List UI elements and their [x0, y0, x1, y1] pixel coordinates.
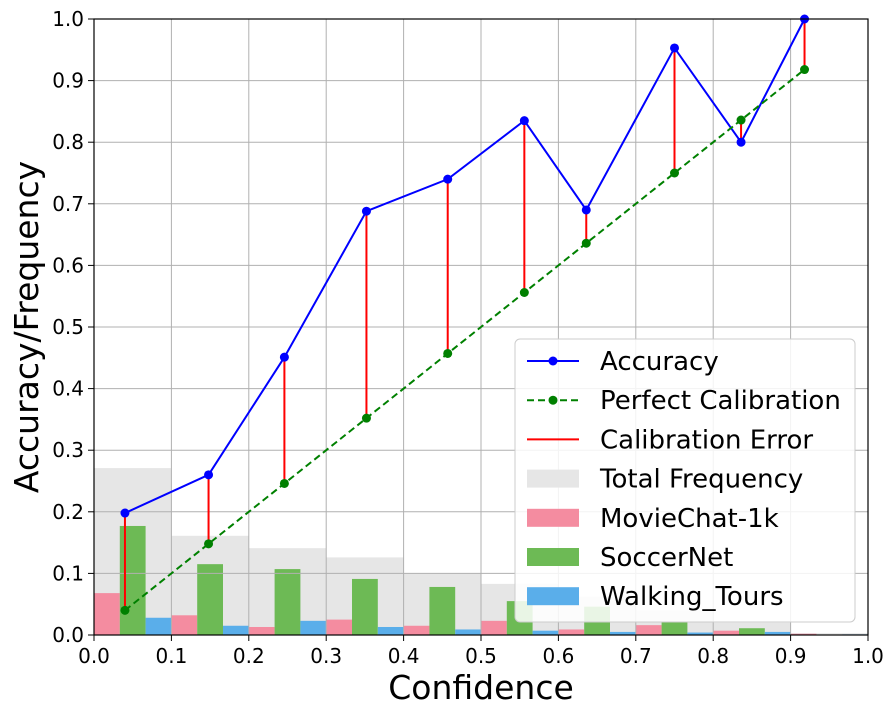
legend-swatch-soccernet — [527, 548, 579, 566]
legend-label-walking-tours: Walking_Tours — [600, 582, 784, 612]
y-tick-label-3: 0.3 — [52, 438, 84, 462]
legend-marker-accuracy — [548, 356, 558, 366]
point-accuracy-7 — [670, 43, 679, 53]
point-perfect-calibration-4 — [443, 348, 453, 358]
x-tick-label-6: 0.6 — [542, 644, 574, 668]
point-perfect-calibration-6 — [581, 238, 591, 248]
point-accuracy-2 — [279, 352, 289, 362]
y-tick-label-1: 0.1 — [52, 561, 84, 585]
calibration-error-layer — [123, 19, 806, 611]
bar-walking-tours-8 — [764, 631, 791, 635]
bar-soccernet-7 — [661, 622, 688, 635]
legend: Accuracy Perfect Calibration Calibration E… — [514, 338, 856, 623]
y-tick-label-8: 0.8 — [52, 130, 84, 154]
point-perfect-calibration-9 — [800, 65, 810, 75]
lines-layer — [124, 18, 806, 612]
legend-swatch-walking-tours — [527, 587, 579, 606]
point-accuracy-4 — [443, 174, 453, 184]
y-tick-label-6: 0.6 — [52, 253, 84, 277]
point-perfect-calibration-0 — [120, 605, 130, 615]
bar-walking-tours-1 — [223, 625, 249, 635]
point-perfect-calibration-8 — [736, 115, 746, 125]
y-tick-label-5: 0.5 — [52, 315, 84, 339]
x-tick-label-8: 0.8 — [697, 644, 729, 668]
bar-moviechat-1k-4 — [403, 625, 430, 635]
bar-walking-tours-4 — [455, 629, 481, 635]
x-tick-label-3: 0.3 — [310, 644, 342, 668]
bar-soccernet-8 — [739, 628, 765, 635]
point-perfect-calibration-1 — [204, 539, 214, 549]
y-tick-label-0: 0.0 — [52, 623, 84, 647]
bar-soccernet-2 — [274, 569, 301, 635]
bar-walking-tours-0 — [145, 617, 172, 635]
y-tick-label-10: 1.0 — [52, 7, 84, 31]
x-tick-label-2: 0.2 — [233, 644, 265, 668]
legend-label-moviechat-1k: MovieChat-1k — [600, 504, 779, 534]
legend-label-accuracy: Accuracy — [600, 347, 719, 377]
bar-soccernet-0 — [119, 525, 146, 635]
x-tick-label-10: 1.0 — [852, 644, 884, 668]
x-tick-label-9: 0.9 — [775, 644, 807, 668]
legend-label-calibration-error: Calibration Error — [600, 425, 813, 455]
y-tick-label-2: 0.2 — [52, 500, 84, 524]
point-perfect-calibration-7 — [670, 168, 679, 178]
bar-soccernet-4 — [429, 586, 456, 635]
bar-moviechat-1k-2 — [248, 626, 275, 635]
legend-swatch-moviechat-1k — [527, 508, 579, 527]
point-accuracy-5 — [519, 116, 529, 126]
point-accuracy-8 — [736, 137, 746, 147]
legend-label-perfect-calibration: Perfect Calibration — [600, 386, 841, 416]
bar-moviechat-1k-8 — [713, 630, 739, 635]
bar-walking-tours-6 — [610, 631, 636, 635]
bar-walking-tours-3 — [377, 626, 404, 635]
legend-swatch-total-frequency — [527, 469, 579, 488]
line-accuracy — [124, 18, 806, 514]
y-tick-label-4: 0.4 — [52, 377, 84, 401]
point-accuracy-6 — [581, 205, 591, 215]
bar-soccernet-1 — [197, 564, 223, 635]
bar-walking-tours-5 — [532, 630, 559, 635]
bar-moviechat-1k-3 — [326, 619, 352, 635]
x-tick-label-0: 0.0 — [78, 644, 110, 668]
bar-walking-tours-2 — [300, 620, 327, 635]
x-tick-label-4: 0.4 — [388, 644, 420, 668]
bar-moviechat-1k-1 — [171, 615, 198, 635]
legend-marker-perfect-calibration — [548, 395, 558, 405]
point-perfect-calibration-2 — [279, 478, 289, 488]
points-layer — [120, 14, 810, 615]
legend-label-soccernet: SoccerNet — [600, 543, 733, 573]
legend-box — [514, 338, 856, 623]
point-perfect-calibration-5 — [519, 288, 529, 298]
bar-walking-tours-7 — [687, 632, 714, 635]
bars-layer — [94, 468, 868, 635]
bar-moviechat-1k-5 — [481, 620, 507, 635]
point-accuracy-0 — [120, 508, 130, 518]
bar-moviechat-1k-9 — [790, 633, 817, 635]
y-tick-label-9: 0.9 — [52, 69, 84, 93]
bar-moviechat-1k-7 — [635, 625, 662, 635]
ticks-layer: 0.0 0.1 0.2 0.3 0.4 0.5 0.6 0.7 0.8 0.9 1.0 0.0 0.1 0… — [52, 7, 884, 668]
y-tick-label-7: 0.7 — [52, 192, 84, 216]
x-tick-label-7: 0.7 — [620, 644, 652, 668]
bar-total-frequency-9 — [790, 633, 868, 635]
x-axis-title: Confidence — [388, 668, 574, 707]
point-accuracy-1 — [204, 470, 214, 480]
bar-moviechat-1k-6 — [558, 629, 585, 635]
legend-label-total-frequency: Total Frequency — [599, 465, 803, 495]
point-perfect-calibration-3 — [361, 413, 371, 423]
bar-soccernet-3 — [352, 578, 378, 635]
point-accuracy-3 — [361, 206, 371, 216]
y-axis-title: Accuracy/Frequency — [7, 161, 46, 493]
x-tick-label-5: 0.5 — [465, 644, 497, 668]
bar-moviechat-1k-0 — [94, 593, 120, 635]
x-tick-label-1: 0.1 — [155, 644, 187, 668]
line-perfect-calibration — [124, 68, 806, 612]
